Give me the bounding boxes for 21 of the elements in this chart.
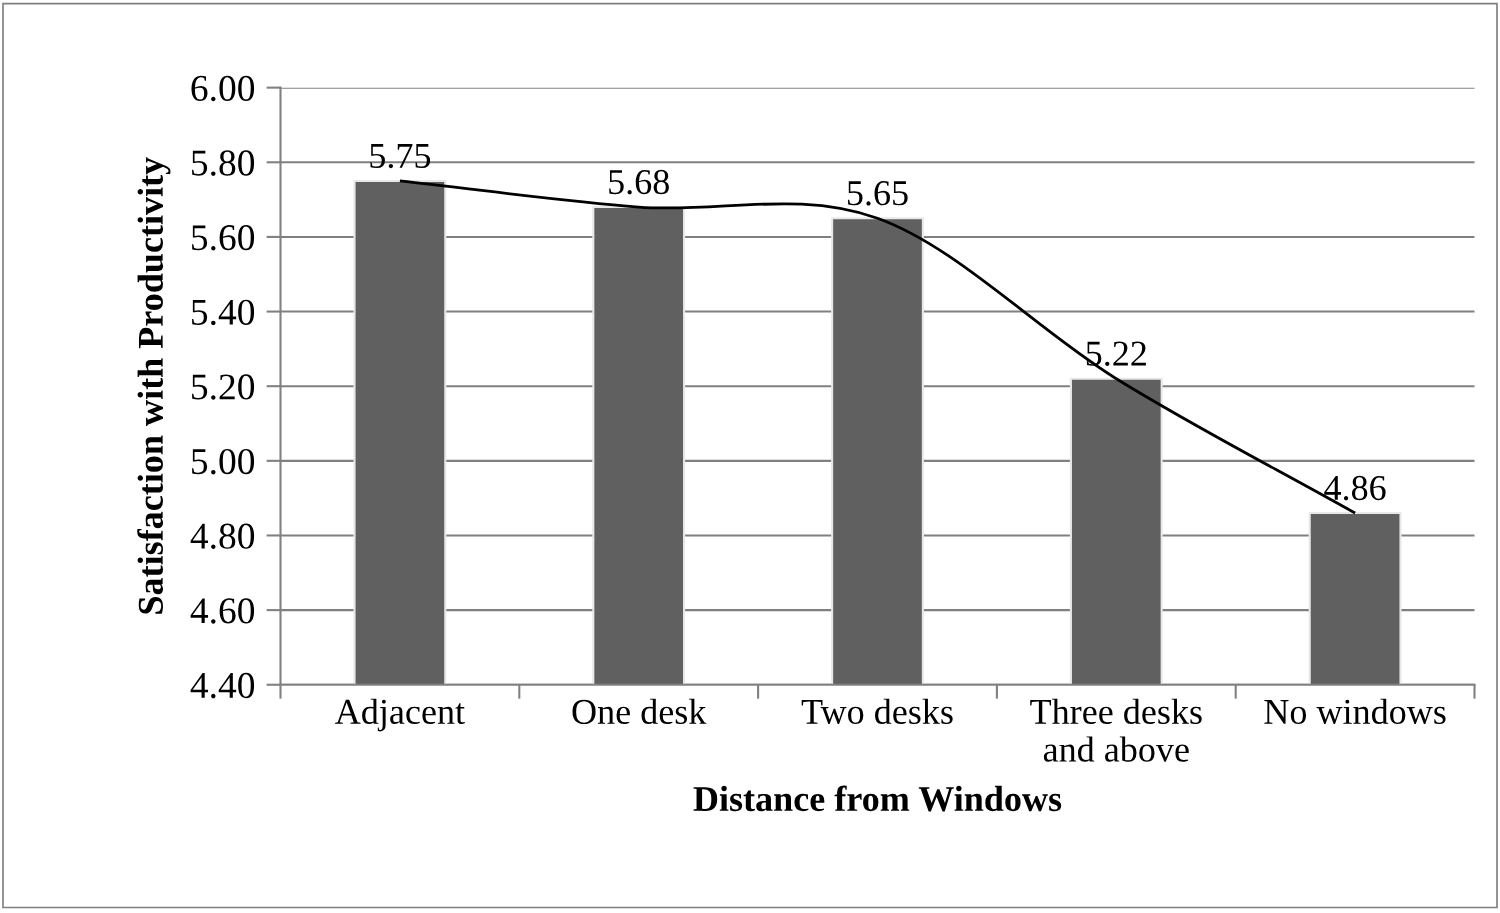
y-tick-label: 5.00 bbox=[192, 448, 255, 475]
y-tick-label: 5.40 bbox=[192, 299, 255, 326]
x-tick-label: One desk bbox=[572, 698, 707, 725]
y-tick-label: 4.60 bbox=[190, 598, 255, 624]
y-tick-label: 4.80 bbox=[190, 523, 255, 550]
x-tick-label: Three desks and above bbox=[1030, 698, 1202, 762]
x-tick-label: Adjacent bbox=[335, 698, 465, 732]
data-label: 5.75 bbox=[370, 144, 431, 169]
y-tick-label: 6.00 bbox=[191, 75, 255, 102]
data-label: 4.86 bbox=[1324, 475, 1386, 501]
data-label: 5.65 bbox=[848, 181, 908, 206]
y-tick-label: 5.80 bbox=[192, 150, 255, 176]
y-tick-label: 5.60 bbox=[192, 225, 255, 251]
x-tick-label: Two desks bbox=[801, 698, 953, 725]
y-axis-title: Satisfaction with Productivity bbox=[137, 157, 171, 614]
data-label: 5.68 bbox=[609, 169, 669, 195]
data-label: 5.22 bbox=[1086, 341, 1146, 366]
y-tick-label: 4.40 bbox=[190, 672, 255, 699]
y-tick-label: 5.20 bbox=[192, 374, 255, 400]
x-tick-label: No windows bbox=[1264, 698, 1446, 725]
x-axis-title: Distance from Windows bbox=[693, 785, 1062, 812]
